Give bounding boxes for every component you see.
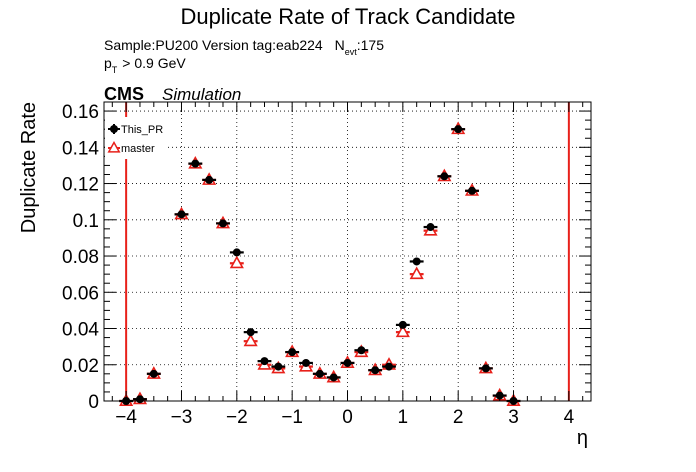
legend: This_PR master [105,117,167,159]
this-pr-point [398,320,407,329]
this-pr-point [454,125,463,134]
master-point [395,324,410,338]
this-pr-point [371,366,380,375]
this-pr-point [260,357,269,366]
master-point [243,333,258,347]
y-tick-label: 0.02 [62,356,99,377]
legend-master-marker [107,140,121,153]
x-tick-label: −2 [226,407,248,428]
pt-cut-text: > 0.9 GeV [122,55,186,71]
y-axis-label: Duplicate Rate [18,102,40,233]
x-tick-label: −3 [171,407,193,428]
sample-annotation: Sample:PU200 Version tag:eab224 Nevt:175 [104,37,384,57]
nevt-symbol: N [335,37,345,53]
this-pr-point [357,346,366,355]
legend-this-pr-label: This_PR [121,124,163,136]
master-point [409,266,424,280]
x-axis-label: η [577,427,588,449]
this-pr-point [495,391,504,400]
this-pr-point [288,348,297,357]
nevt-value: :175 [357,37,384,53]
y-tick-label: 0.04 [62,320,99,341]
legend-master: master [107,140,155,155]
x-tick-label: −1 [281,407,303,428]
cms-label: CMS [104,84,144,104]
this-pr-point [329,373,338,382]
data-points [119,121,521,407]
x-tick-label: 0 [342,407,353,428]
this-pr-point [385,362,394,371]
x-tick-label: 3 [508,407,519,428]
y-tick-label: 0.06 [62,283,99,304]
y-tick-label: 0 [88,392,99,413]
this-pr-point [191,159,200,168]
x-tick-label: 1 [398,407,409,428]
this-pr-point [177,210,186,219]
sample-text: Sample:PU200 Version tag:eab224 [104,37,323,53]
this-pr-point [232,248,241,257]
x-tick-label: −4 [115,407,137,428]
pt-cut-annotation: pT > 0.9 GeV [104,55,186,75]
this-pr-point [343,358,352,367]
this-pr-point [481,364,490,373]
this-pr-point [246,328,255,337]
legend-master-label: master [121,143,155,155]
legend-this-pr: This_PR [108,124,163,136]
this-pr-point [412,257,421,266]
this-pr-point [426,223,435,232]
this-pr-point [301,358,310,367]
this-pr-point [315,369,324,378]
nevt-subscript: evt [345,47,358,57]
legend-this-pr-marker [110,125,118,133]
this-pr-point [149,369,158,378]
y-tick-label: 0.08 [62,247,99,268]
master-point [229,255,244,269]
simulation-label: Simulation [162,85,241,104]
y-tick-label: 0.1 [73,211,99,232]
x-tick-label: 2 [453,407,464,428]
this-pr-point [218,219,227,228]
this-pr-point [274,362,283,371]
this-pr-point [205,175,214,184]
chart-title: Duplicate Rate of Track Candidate [180,4,515,29]
y-tick-label: 0.14 [62,138,99,159]
y-tick-label: 0.12 [62,175,99,196]
y-tick-label: 0.16 [62,102,99,123]
axis-ticks: −4 −3 −2 −1 0 1 2 3 4 0 0.02 0.04 0.06 0.08 0.1 0.12 0.1… [62,101,591,428]
pt-symbol: p [104,55,112,71]
this-pr-point [440,172,449,181]
this-pr-point [468,186,477,195]
x-tick-label: 4 [564,407,575,428]
pt-subscript: T [112,65,118,75]
